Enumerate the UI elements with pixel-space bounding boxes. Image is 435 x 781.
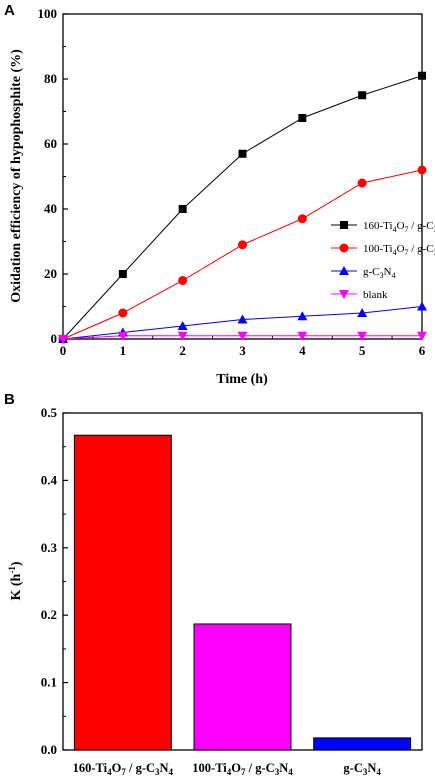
panel-b-axes: 0.0 0.1 0.2 0.3 0.4 0.5	[41, 405, 363, 757]
data-point-series-1	[417, 165, 427, 175]
panel-b-y-tick-label: 0.2	[41, 607, 57, 622]
legend-label-1: 100-Ti4O7 / g-C3N4	[363, 243, 435, 257]
data-point-series-3	[297, 331, 308, 341]
panel-a-y-tick-label: 100	[38, 6, 58, 21]
data-point-series-3	[117, 331, 128, 341]
data-point-series-2	[357, 308, 368, 317]
legend-marker-0	[340, 221, 348, 229]
data-point-series-3	[58, 335, 68, 344]
data-point-series-1	[178, 276, 188, 285]
data-point-series-3	[177, 331, 188, 341]
legend-marker-2	[339, 266, 349, 275]
data-point-series-0	[118, 270, 127, 278]
panel-b-y-tick-label: 0.4	[41, 472, 58, 487]
panel-a-y-tick-label: 20	[44, 266, 57, 281]
panel-a-y-axis-title: Oxidation efficiency of hypophosphite (%…	[9, 49, 24, 303]
panel-a-series-markers	[58, 71, 427, 344]
panel-a-x-tick-label: 1	[120, 343, 127, 358]
data-point-series-3	[237, 331, 248, 341]
data-point-series-0	[298, 114, 307, 122]
data-point-series-1	[297, 214, 307, 224]
data-point-series-3	[417, 331, 427, 341]
category-label-2: g-C3N4	[343, 761, 381, 777]
data-point-series-0	[418, 71, 426, 80]
category-label-0: 160-Ti4O7 / g-C3N4	[73, 761, 174, 777]
panel-a-x-tick-label: 2	[179, 343, 186, 358]
data-point-series-0	[178, 205, 187, 213]
panel-a-letter: A	[4, 2, 15, 19]
data-point-series-3	[357, 331, 368, 341]
panel-a-x-tick-label: 6	[419, 343, 426, 358]
panel-b-y-tick-label: 0.5	[41, 405, 58, 420]
panel-a-y-tick-label: 0	[51, 331, 58, 346]
panel-b-bars	[73, 434, 412, 751]
bar-0	[73, 434, 172, 751]
bar-1	[193, 623, 292, 751]
panel-a-x-tick-label: 4	[299, 343, 306, 358]
panel-a-x-tick-label: 3	[239, 343, 246, 358]
panel-b-y-tick-label: 0.3	[41, 540, 58, 555]
data-point-series-0	[358, 91, 367, 100]
panel-a-y-tick-label: 40	[44, 201, 57, 216]
legend-label-0: 160-Ti4O7 / g-C3N4	[363, 220, 435, 234]
data-point-series-2	[417, 301, 427, 311]
panel-a-x-tick-label: 0	[60, 343, 67, 358]
data-point-series-1	[118, 308, 128, 318]
panel-b-category-labels: 160-Ti4O7 / g-C3N4 100-Ti4O7 / g-C3N4 g-C3…	[73, 761, 382, 777]
category-label-1: 100-Ti4O7 / g-C3N4	[192, 761, 293, 777]
bar-2	[313, 737, 412, 751]
legend-label-2: g-C3N4	[363, 266, 395, 280]
panel-a-x-axis-title: Time (h)	[216, 372, 268, 387]
panel-b-y-tick-label: 0.1	[41, 675, 57, 690]
legend-marker-1	[339, 243, 349, 253]
panel-a-legend: 160-Ti4O7 / g-C3N4 100-Ti4O7 / g-C3N4 g-C3…	[331, 220, 435, 301]
panel-b-y-axis-title: K (h-1)	[7, 561, 24, 600]
data-point-series-0	[238, 149, 247, 158]
data-point-series-1	[238, 240, 247, 250]
data-point-series-2	[237, 314, 248, 324]
legend-label-3: blank	[363, 289, 388, 301]
panel-a-x-tick-label: 5	[359, 343, 366, 358]
data-point-series-2	[297, 311, 308, 321]
panel-b-y-tick-label: 0.0	[41, 742, 57, 757]
legend-marker-3	[339, 290, 349, 299]
panel-b-letter: B	[4, 391, 15, 408]
data-point-series-2	[177, 321, 188, 330]
panel-a-y-tick-label: 80	[44, 71, 57, 86]
panel-a-y-tick-label: 60	[44, 136, 57, 151]
data-point-series-1	[357, 178, 367, 188]
